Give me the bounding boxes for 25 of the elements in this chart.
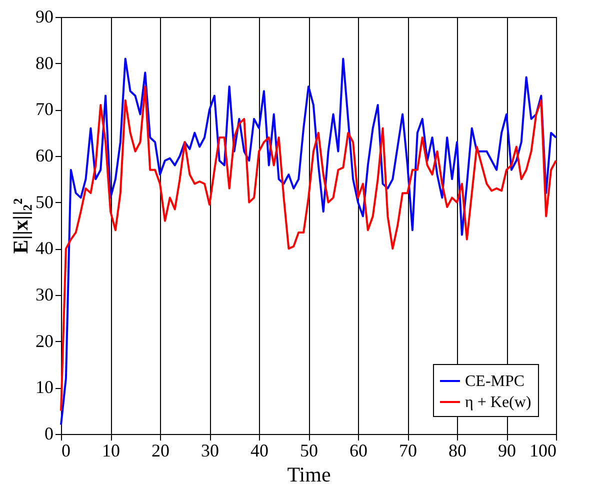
y-tick-label: 30: [36, 284, 54, 304]
y-tick-label: 10: [36, 377, 54, 398]
x-tick-label: 100: [530, 440, 556, 460]
legend-label: η + Ke(w): [465, 394, 532, 411]
y-tick-label: 0: [44, 424, 54, 444]
y-tick-label: 90: [36, 6, 54, 26]
y-tick-label: 40: [36, 238, 54, 258]
y-tick-label: 80: [36, 52, 54, 73]
x-axis-title: Time: [287, 462, 331, 486]
x-tick-label: 50: [300, 440, 318, 460]
x-tick-label: 10: [102, 440, 120, 460]
x-tick-label: 20: [152, 440, 170, 460]
y-tick-label: 60: [36, 146, 54, 166]
x-tick-label: 40: [250, 440, 268, 460]
x-tick-label: 80: [448, 440, 466, 460]
x-tick-label: 0: [62, 440, 70, 460]
y-axis-title: E||x||₂²: [8, 198, 32, 254]
y-tick-label: 20: [36, 330, 54, 351]
x-tick-label: 70: [399, 440, 417, 460]
x-tick-label: 90: [498, 440, 516, 460]
x-tick-label: 60: [350, 440, 368, 460]
y-tick-label: 70: [36, 99, 54, 120]
x-tick-label: 30: [201, 440, 219, 460]
legend-label: CE-MPC: [465, 373, 525, 390]
y-tick-label: 50: [36, 192, 54, 212]
